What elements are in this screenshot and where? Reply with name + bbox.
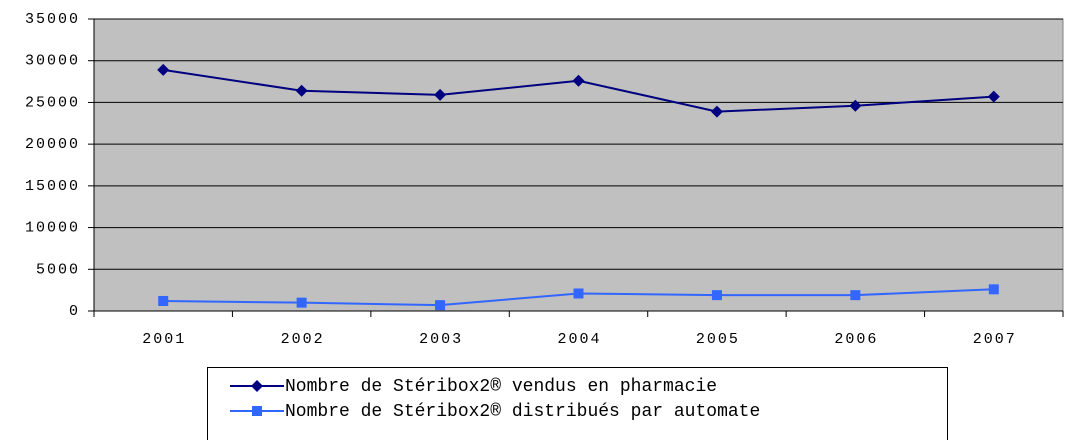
marker — [573, 288, 584, 299]
x-tick-label: 2001 — [142, 331, 186, 348]
y-tick-label: 20000 — [25, 136, 80, 153]
marker — [711, 290, 722, 301]
marker — [435, 300, 446, 311]
plot-area — [93, 18, 1064, 312]
marker — [295, 84, 308, 97]
legend-label: Nombre de Stéribox2® distribués par auto… — [285, 402, 760, 422]
marker — [572, 74, 585, 87]
y-tick-label: 15000 — [25, 178, 80, 195]
y-tick-label: 35000 — [25, 11, 80, 28]
marker — [987, 90, 1000, 103]
marker — [296, 297, 307, 308]
marker — [157, 63, 170, 76]
y-tick-label: 25000 — [25, 94, 80, 111]
y-tick-label: 10000 — [25, 220, 80, 237]
marker — [434, 88, 447, 101]
marker — [849, 99, 862, 112]
x-tick-label: 2004 — [557, 331, 601, 348]
x-tick-label: 2006 — [834, 331, 878, 348]
marker — [710, 105, 723, 118]
x-tick-label: 2007 — [973, 331, 1017, 348]
x-tick-label: 2003 — [419, 331, 463, 348]
legend-box — [207, 367, 948, 440]
y-tick-label: 30000 — [25, 53, 80, 70]
legend-label: Nombre de Stéribox2® vendus en pharmacie — [285, 377, 717, 397]
x-tick-label: 2002 — [281, 331, 325, 348]
marker — [251, 380, 263, 392]
x-tick-label: 2005 — [696, 331, 740, 348]
marker — [850, 290, 861, 301]
marker — [988, 284, 999, 295]
marker — [252, 406, 262, 416]
marker — [158, 295, 169, 306]
y-tick-label: 0 — [69, 303, 80, 320]
y-tick-label: 5000 — [36, 261, 80, 278]
